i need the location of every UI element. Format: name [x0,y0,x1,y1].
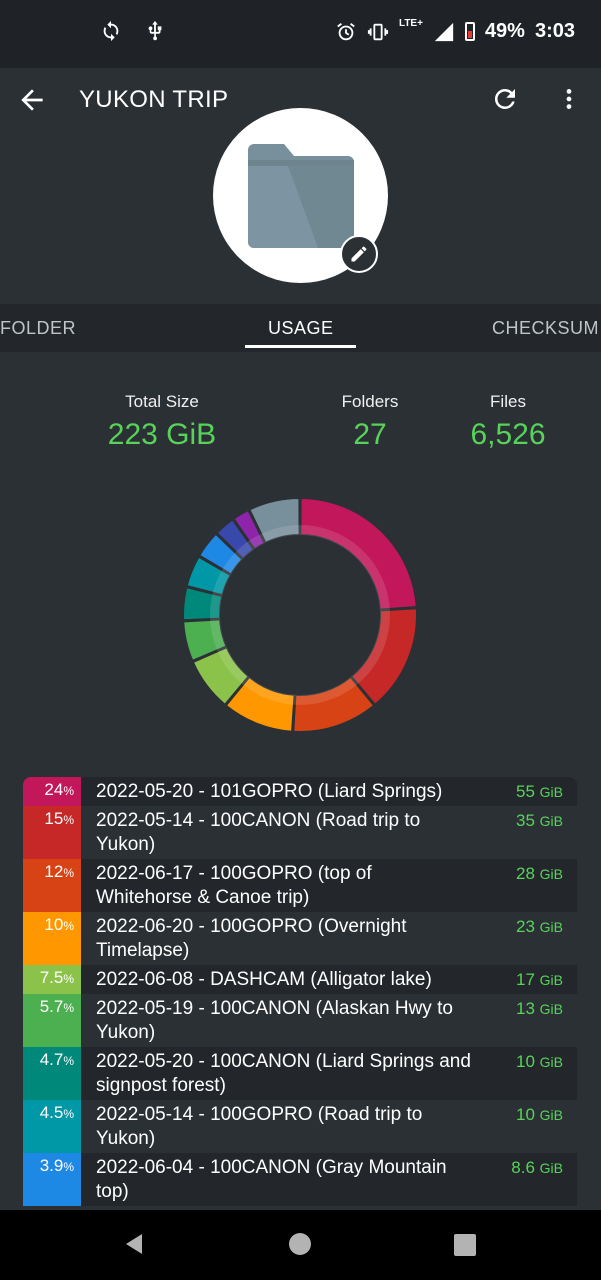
donut-segment [182,618,228,663]
refresh-button[interactable] [490,84,520,114]
usage-folder-name: 2022-05-14 - 100CANON (Road trip to Yuko… [96,810,421,855]
usage-folder-name: 2022-06-08 - DASHCAM (Alligator lake) [96,969,432,990]
donut-inner-ring [210,525,390,705]
donut-segment [299,496,418,611]
sync-icon [100,20,122,42]
pencil-icon [351,246,367,262]
usage-row[interactable]: 3.9% 2022-06-04 - 100CANON (Gray Mountain… [23,1153,577,1206]
alarm-icon [335,21,357,43]
tab-indicator [245,345,356,348]
usage-row[interactable]: 24% 2022-05-20 - 101GOPRO (Liard Springs)… [23,777,577,806]
usage-list: 24% 2022-05-20 - 101GOPRO (Liard Springs)… [23,777,577,1209]
stat-files: Files 6,526 [458,392,558,452]
usage-folder-name: 2022-05-20 - 101GOPRO (Liard Springs) [96,781,443,802]
overflow-menu-button[interactable] [556,84,582,114]
usage-folder-name: 2022-05-19 - 100CANON (Alaskan Hwy to Yu… [96,998,453,1043]
status-bar: LTE+ 49% 3:03 [0,0,601,68]
usage-percent: 15% [23,806,81,859]
donut-segment [224,675,296,733]
usage-percent: 4.5% [23,1100,81,1153]
usage-size: 55 GiB [516,782,563,801]
usage-percent: 3.9% [23,1153,81,1206]
usage-size: 10 GiB [516,1105,563,1124]
signal-icon [433,21,455,43]
stat-label: Files [490,392,526,411]
usage-folder-name: 2022-05-20 - 100CANON (Liard Springs and… [96,1051,471,1096]
stat-total-size: Total Size 223 GiB [102,392,222,452]
usage-row[interactable]: 12% 2022-06-17 - 100GOPRO (top of Whiteho… [23,859,577,912]
usage-size: 8.6 GiB [511,1158,563,1177]
page-title: YUKON TRIP [79,86,229,113]
usage-row[interactable]: 4.7% 2022-05-20 - 100CANON (Liard Springs… [23,1047,577,1100]
donut-segment [191,645,251,707]
usage-size: 35 GiB [516,811,563,830]
usage-folder-name: 2022-06-20 - 100GOPRO (Overnight Timelap… [96,916,407,961]
stat-value: 6,526 [470,418,546,451]
stat-folders: Folders 27 [320,392,420,452]
donut-segment [292,675,376,733]
usage-row[interactable]: 4.5% 2022-05-14 - 100GOPRO (Road trip to … [23,1100,577,1153]
usb-icon [144,20,166,42]
arrow-back-icon [21,89,43,111]
usage-percent: 10% [23,912,81,965]
usage-percent: 4.7% [23,1047,81,1100]
usage-row[interactable]: 10% 2022-06-20 - 100GOPRO (Overnight Time… [23,912,577,965]
usage-row[interactable]: 7.5% 2022-06-08 - DASHCAM (Alligator lake… [23,965,577,994]
usage-size: 23 GiB [516,917,563,936]
usage-row[interactable]: 15% 2022-05-14 - 100CANON (Road trip to Y… [23,806,577,859]
refresh-icon [494,88,515,109]
battery-icon [464,22,475,41]
usage-size: 17 GiB [516,970,563,989]
battery-percent: 49% [484,20,525,42]
usage-folder-name: 2022-06-17 - 100GOPRO (top of Whitehorse… [96,863,372,908]
edit-avatar-button[interactable] [340,235,378,273]
back-button[interactable] [16,84,48,116]
nav-home-button[interactable] [289,1233,311,1255]
usage-donut-chart [182,496,418,733]
usage-percent: 7.5% [23,965,81,994]
clock: 3:03 [534,20,575,42]
usage-percent: 24% [23,777,81,806]
usage-folder-name: 2022-05-14 - 100GOPRO (Road trip to Yuko… [96,1104,423,1149]
stat-label: Folders [341,392,399,411]
stat-value: 223 GiB [107,418,217,451]
usage-size: 10 GiB [516,1052,563,1071]
tab-checksum[interactable]: CHECKSUM [492,318,600,338]
tab-folder[interactable]: FOLDER [0,318,77,338]
tab-usage[interactable]: USAGE [268,318,334,338]
donut-segment [349,607,418,707]
usage-row[interactable]: 5.7% 2022-05-19 - 100CANON (Alaskan Hwy t… [23,994,577,1047]
network-type: LTE+ [398,18,423,29]
usage-size: 28 GiB [516,864,563,883]
usage-percent: 5.7% [23,994,81,1047]
vibrate-icon [367,21,389,43]
usage-size: 13 GiB [516,999,563,1018]
donut-segment [248,496,301,545]
stat-label: Total Size [125,392,199,411]
usage-folder-name: 2022-06-04 - 100CANON (Gray Mountain top… [96,1157,447,1202]
stat-value: 27 [353,418,387,451]
folder-icon [248,144,354,248]
usage-percent: 12% [23,859,81,912]
nav-recents-button[interactable] [454,1234,476,1256]
more-vert-icon [566,89,572,109]
nav-back-icon[interactable] [122,1232,146,1256]
tab-bar: FOLDER USAGE CHECKSUM [0,304,601,352]
